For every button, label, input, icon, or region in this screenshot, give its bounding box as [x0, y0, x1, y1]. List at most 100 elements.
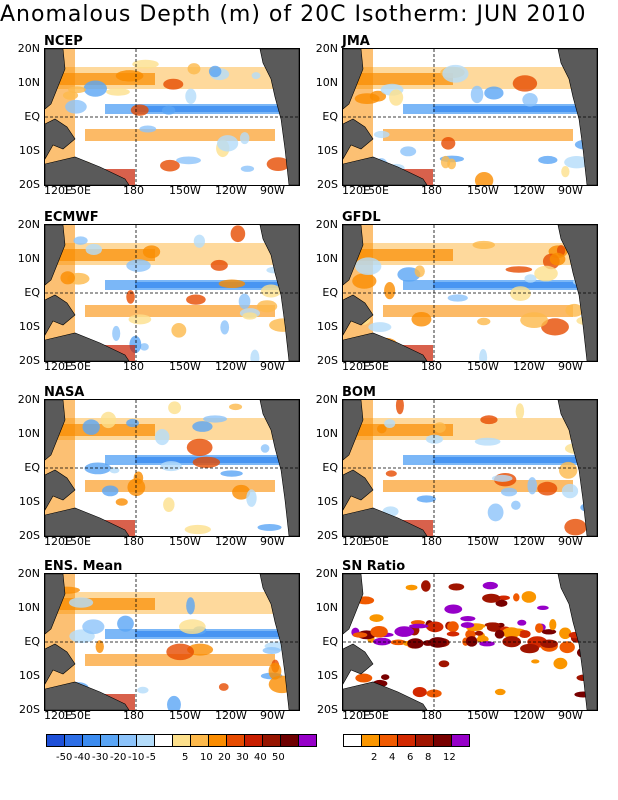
legend-swatch — [46, 734, 65, 747]
map-canvas — [343, 400, 597, 536]
latitude-label: 10S — [317, 495, 338, 508]
anomaly-map — [44, 48, 300, 186]
longitude-label: 150E — [361, 360, 389, 373]
latitude-label: 10S — [19, 144, 40, 157]
longitude-label: 180 — [123, 709, 144, 722]
longitude-label: 150E — [361, 184, 389, 197]
longitude-label: 90W — [260, 535, 285, 548]
legend-label: 12 — [443, 752, 456, 763]
latitude-label: 10N — [17, 76, 40, 89]
panel-label: SN Ratio — [342, 559, 406, 574]
latitude-label: EQ — [322, 110, 338, 123]
legend-swatch — [154, 734, 173, 747]
longitude-label: 180 — [123, 360, 144, 373]
panel-label: NASA — [44, 385, 85, 400]
longitude-label: 90W — [558, 535, 583, 548]
legend-swatch — [397, 734, 416, 747]
anomaly-map — [342, 48, 598, 186]
legend-swatch — [433, 734, 452, 747]
latitude-label: 10N — [315, 76, 338, 89]
longitude-label: 120E — [44, 535, 72, 548]
latitude-label: 10N — [315, 427, 338, 440]
latitude-label: 10S — [19, 320, 40, 333]
legend-swatch — [64, 734, 83, 747]
sn-ratio-color-legend — [343, 734, 470, 747]
longitude-label: 180 — [421, 184, 442, 197]
map-panel: NCEP 20N 10N EQ 10S 20S 120E 150E 180 150W 120W 90W — [0, 34, 310, 216]
longitude-label: 150E — [63, 535, 91, 548]
longitude-label: 150E — [361, 535, 389, 548]
map-canvas — [343, 574, 597, 710]
legend-label: 40 — [254, 752, 267, 763]
legend-label: -30 — [92, 752, 109, 763]
legend-swatch — [244, 734, 263, 747]
anomaly-map — [342, 573, 598, 711]
anomaly-map — [44, 399, 300, 537]
map-panel: GFDL 20N 10N EQ 10S 20S 120E 150E 180 150W 120W 90W — [298, 210, 608, 392]
longitude-label: 180 — [421, 535, 442, 548]
panel-label: NCEP — [44, 34, 83, 49]
latitude-label: 10S — [317, 669, 338, 682]
legend-label: 20 — [218, 752, 231, 763]
longitude-label: 120E — [342, 709, 370, 722]
longitude-label: 150E — [63, 184, 91, 197]
longitude-label: 120W — [513, 184, 545, 197]
latitude-label: 20S — [317, 529, 338, 542]
longitude-label: 150W — [169, 709, 201, 722]
longitude-label: 120W — [215, 709, 247, 722]
anomaly-map — [44, 224, 300, 362]
latitude-label: EQ — [322, 461, 338, 474]
legend-label: -40 — [74, 752, 91, 763]
map-panel: ENS. Mean 20N 10N EQ 10S 20S 120E 150E 180 150W 12… — [0, 559, 310, 741]
panel-label: BOM — [342, 385, 376, 400]
longitude-label: 120E — [342, 360, 370, 373]
legend-swatch — [451, 734, 470, 747]
map-panel: NASA 20N 10N EQ 10S 20S 120E 150E 180 150W 120W 90W — [0, 385, 310, 567]
longitude-label: 90W — [558, 184, 583, 197]
longitude-label: 180 — [421, 360, 442, 373]
map-canvas — [343, 225, 597, 361]
anomaly-map — [342, 399, 598, 537]
longitude-label: 90W — [260, 184, 285, 197]
latitude-label: 20N — [315, 218, 338, 231]
map-canvas — [45, 574, 299, 710]
latitude-label: 10N — [17, 427, 40, 440]
latitude-label: 10S — [19, 669, 40, 682]
latitude-label: EQ — [24, 461, 40, 474]
latitude-label: 10S — [317, 144, 338, 157]
legend-swatch — [100, 734, 119, 747]
longitude-label: 120W — [513, 709, 545, 722]
longitude-label: 150E — [63, 709, 91, 722]
map-canvas — [45, 49, 299, 185]
latitude-label: 20N — [315, 567, 338, 580]
legend-swatch — [298, 734, 317, 747]
longitude-label: 120E — [44, 360, 72, 373]
longitude-label: 90W — [558, 709, 583, 722]
legend-swatch — [361, 734, 380, 747]
latitude-label: EQ — [24, 635, 40, 648]
legend-swatch — [379, 734, 398, 747]
latitude-label: 20N — [17, 393, 40, 406]
longitude-label: 150W — [467, 184, 499, 197]
map-canvas — [45, 225, 299, 361]
legend-swatch — [136, 734, 155, 747]
latitude-label: 10N — [315, 601, 338, 614]
latitude-label: 20N — [17, 42, 40, 55]
map-canvas — [343, 49, 597, 185]
longitude-label: 120E — [342, 535, 370, 548]
legend-label: 8 — [425, 752, 432, 763]
longitude-label: 150W — [169, 535, 201, 548]
latitude-label: EQ — [24, 110, 40, 123]
legend-label: 50 — [272, 752, 285, 763]
latitude-label: 20S — [19, 178, 40, 191]
longitude-label: 150W — [169, 184, 201, 197]
longitude-label: 150E — [63, 360, 91, 373]
panel-label: ENS. Mean — [44, 559, 123, 574]
latitude-label: 10N — [17, 252, 40, 265]
longitude-label: 150W — [467, 360, 499, 373]
longitude-label: 120E — [44, 184, 72, 197]
legend-swatch — [415, 734, 434, 747]
legend-label: 2 — [371, 752, 378, 763]
legend-label: 30 — [236, 752, 249, 763]
map-panel: BOM 20N 10N EQ 10S 20S 120E 150E 180 150W 120W 90W — [298, 385, 608, 567]
